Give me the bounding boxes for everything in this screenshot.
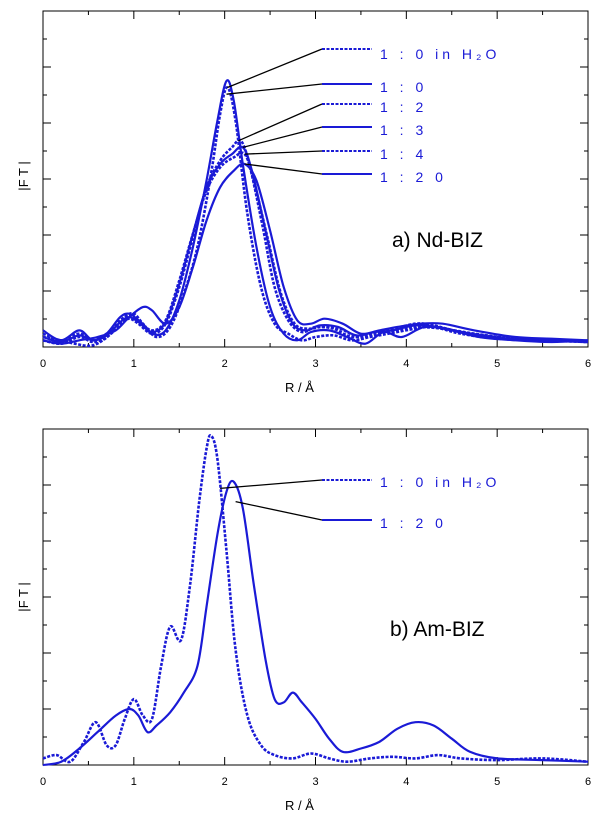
x-tick-label: 2 (222, 358, 228, 370)
panel-b-label: b) Am-BIZ (390, 618, 485, 641)
panel-a-legend-5: 1 : 4 (380, 146, 427, 162)
panel-a-frame (42, 10, 589, 348)
legend-leader-line (220, 479, 323, 490)
panel-a-legend-1: 1 : 0 in H₂O (380, 46, 500, 62)
panel-b-legend-leaders (220, 479, 372, 521)
panel-a-xlabel: R / Å (285, 380, 314, 395)
panel-b-ylabel: |F T | (16, 582, 31, 611)
x-tick-label: 4 (403, 776, 409, 788)
x-tick-label: 6 (585, 358, 591, 370)
series-line (42, 145, 589, 344)
panel-a-label: a) Nd-BIZ (392, 229, 483, 252)
panel-b-x-ticks: 0 1 2 3 4 5 6 (40, 429, 591, 788)
x-tick-label: 5 (494, 776, 500, 788)
series-line (42, 79, 589, 345)
legend-leader-line (238, 103, 323, 142)
panel-a-x-ticks: 0 1 2 3 4 5 6 (40, 11, 591, 370)
x-tick-label: 3 (312, 776, 318, 788)
panel-b-legend-2: 1 : 2 0 (380, 515, 447, 531)
series-line (42, 434, 589, 764)
legend-leader-line (244, 150, 323, 155)
panel-a-legend-leaders (226, 48, 372, 175)
x-tick-label: 1 (131, 776, 137, 788)
x-tick-label: 0 (40, 358, 46, 370)
panel-b-legend-1: 1 : 0 in H₂O (380, 474, 500, 490)
panel-a-curves (42, 79, 589, 348)
x-tick-label: 0 (40, 776, 46, 788)
x-tick-label: 6 (585, 776, 591, 788)
panel-a-legend-2: 1 : 0 (380, 79, 427, 95)
x-tick-label: 3 (312, 358, 318, 370)
legend-leader-line (242, 126, 323, 149)
panel-a-legend-4: 1 : 3 (380, 122, 427, 138)
panel-a-legend-6: 1 : 2 0 (380, 169, 447, 185)
x-tick-label: 1 (131, 358, 137, 370)
panel-b-am-biz: 0 1 2 3 4 5 6 1 : 0 in H₂O 1 : 2 0 b) Am-BIZ R… (16, 428, 591, 813)
series-line (42, 162, 589, 345)
series-line (42, 151, 589, 344)
legend-leader-line (244, 163, 323, 175)
x-tick-label: 4 (403, 358, 409, 370)
legend-leader-line (227, 48, 323, 89)
series-line (42, 86, 589, 348)
legend-leader-line (235, 500, 323, 521)
x-tick-label: 2 (222, 776, 228, 788)
series-line (42, 479, 589, 767)
panel-a-nd-biz: 0 1 2 3 4 5 6 1 : 0 in H₂O 1 : 0 1 : 2 1 : 3 1… (16, 10, 591, 395)
panel-a-y-ticks (43, 10, 588, 320)
panel-b-y-ticks (43, 428, 588, 738)
panel-b-curves (42, 434, 589, 767)
x-tick-label: 5 (494, 358, 500, 370)
panel-a-legend-3: 1 : 2 (380, 99, 427, 115)
panel-b-xlabel: R / Å (285, 798, 314, 813)
panel-b-frame (42, 428, 589, 766)
legend-leader-line (226, 83, 323, 95)
panel-a-ylabel: |F T | (16, 161, 31, 190)
